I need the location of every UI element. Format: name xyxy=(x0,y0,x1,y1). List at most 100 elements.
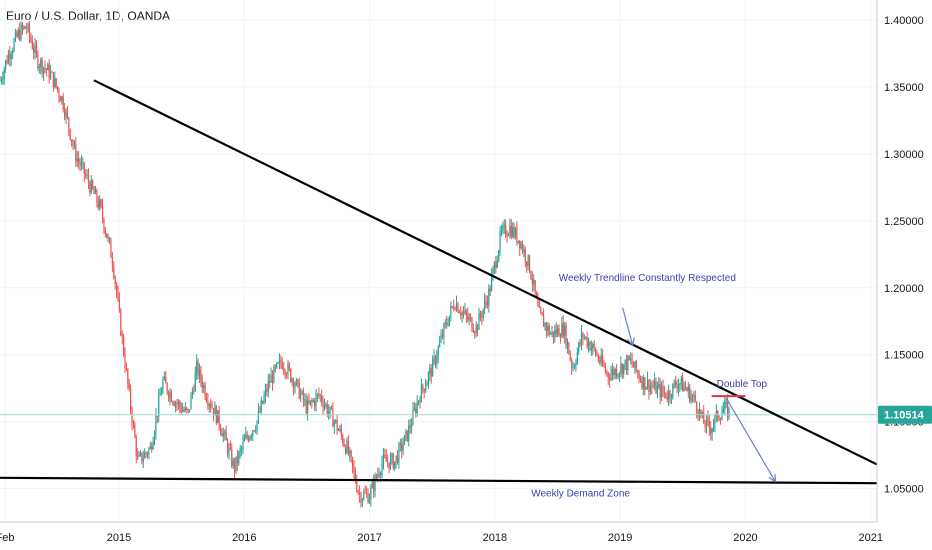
candle-body xyxy=(73,144,76,146)
candle-body xyxy=(613,369,615,376)
candle-body xyxy=(221,431,223,437)
candle-body xyxy=(651,385,653,387)
candle-body xyxy=(127,369,129,384)
candle-body xyxy=(45,68,47,71)
candle-body xyxy=(616,369,618,377)
candle-body xyxy=(146,453,149,455)
candle-body xyxy=(689,386,691,402)
candle-body xyxy=(484,300,486,310)
candle-body xyxy=(55,78,57,87)
projection-arrow-head xyxy=(774,473,777,482)
candle-body xyxy=(547,325,549,331)
last-price-badge xyxy=(878,405,932,424)
candle-body xyxy=(130,388,132,410)
candle-body xyxy=(476,325,479,330)
candle-body xyxy=(224,431,226,434)
candle-body xyxy=(132,423,135,425)
candle-body xyxy=(351,457,354,467)
candle-body xyxy=(420,384,422,403)
candle-body xyxy=(201,380,203,389)
candle-body xyxy=(2,78,4,81)
annotation-label: Weekly Demand Zone xyxy=(531,489,630,500)
candle-body xyxy=(33,48,35,53)
candle-body xyxy=(498,250,500,261)
candle-body xyxy=(294,384,296,389)
candle-body xyxy=(538,306,540,309)
drawings: Weekly Trendline Constantly Respected Dou… xyxy=(0,79,878,500)
candle-body xyxy=(648,379,650,393)
weekly-trendline-line xyxy=(93,79,878,466)
candle-body xyxy=(505,224,507,236)
candle-body xyxy=(75,144,77,162)
candle-body xyxy=(19,30,21,40)
candle-body xyxy=(457,303,459,313)
candle-body xyxy=(58,89,60,97)
candle-body xyxy=(510,225,512,238)
candle-body xyxy=(394,461,396,469)
candle-body xyxy=(614,369,616,376)
candle-body xyxy=(180,406,182,412)
candle-body xyxy=(170,392,172,402)
candle-body xyxy=(226,440,229,454)
candle-body xyxy=(336,420,338,431)
candle-body xyxy=(698,409,701,417)
candle-body xyxy=(62,96,64,110)
projection-arrow xyxy=(726,398,777,483)
candle-body xyxy=(124,354,126,369)
candle-body xyxy=(694,394,696,402)
price-tick-label: 1.30000 xyxy=(884,149,924,161)
candle-body xyxy=(212,408,215,416)
candle-body xyxy=(406,430,408,441)
candle-body xyxy=(235,456,237,472)
candle-body xyxy=(280,359,282,364)
candle-body xyxy=(416,402,418,414)
candle-body xyxy=(287,364,289,375)
candle-body xyxy=(271,375,274,383)
candle-body xyxy=(333,421,335,427)
candle-body xyxy=(290,369,292,382)
candle-body xyxy=(485,300,487,302)
candle-body xyxy=(100,199,102,207)
candle-body xyxy=(544,323,546,327)
candle-body xyxy=(26,28,28,30)
candle-body xyxy=(44,67,46,69)
candle-body xyxy=(253,430,255,432)
candle-body xyxy=(228,447,230,454)
candle-body xyxy=(152,441,154,450)
candle-body xyxy=(166,383,168,393)
candle-body xyxy=(371,482,373,489)
candle-body xyxy=(514,228,517,237)
candle-body xyxy=(660,385,663,397)
candle-body xyxy=(430,368,432,377)
candle-body xyxy=(495,262,497,268)
candle-body xyxy=(623,364,625,375)
candle-body xyxy=(204,385,206,398)
candle-body xyxy=(585,336,587,338)
candle-body xyxy=(28,24,31,37)
price-tick-label: 1.05000 xyxy=(884,484,924,496)
candle-body xyxy=(725,401,727,403)
candle-body xyxy=(118,298,120,310)
candle-body xyxy=(580,333,583,344)
candle-body xyxy=(250,435,253,437)
candle-body xyxy=(506,235,508,237)
candle-body xyxy=(191,390,194,395)
candle-body xyxy=(5,60,7,69)
candle-body xyxy=(248,437,250,441)
candle-body xyxy=(131,409,133,424)
candle-body xyxy=(312,400,314,402)
candle-body xyxy=(40,59,42,67)
candle-body xyxy=(174,403,177,406)
candle-body xyxy=(354,471,356,482)
candle-body xyxy=(64,109,66,117)
candle-body xyxy=(597,355,599,361)
candle-body xyxy=(48,64,50,79)
candle-body xyxy=(665,392,667,398)
candle-body xyxy=(273,366,275,383)
time-tick-label: 2017 xyxy=(357,532,381,544)
candle-body xyxy=(186,407,188,411)
candle-body xyxy=(96,190,98,203)
candle-body xyxy=(106,233,108,239)
